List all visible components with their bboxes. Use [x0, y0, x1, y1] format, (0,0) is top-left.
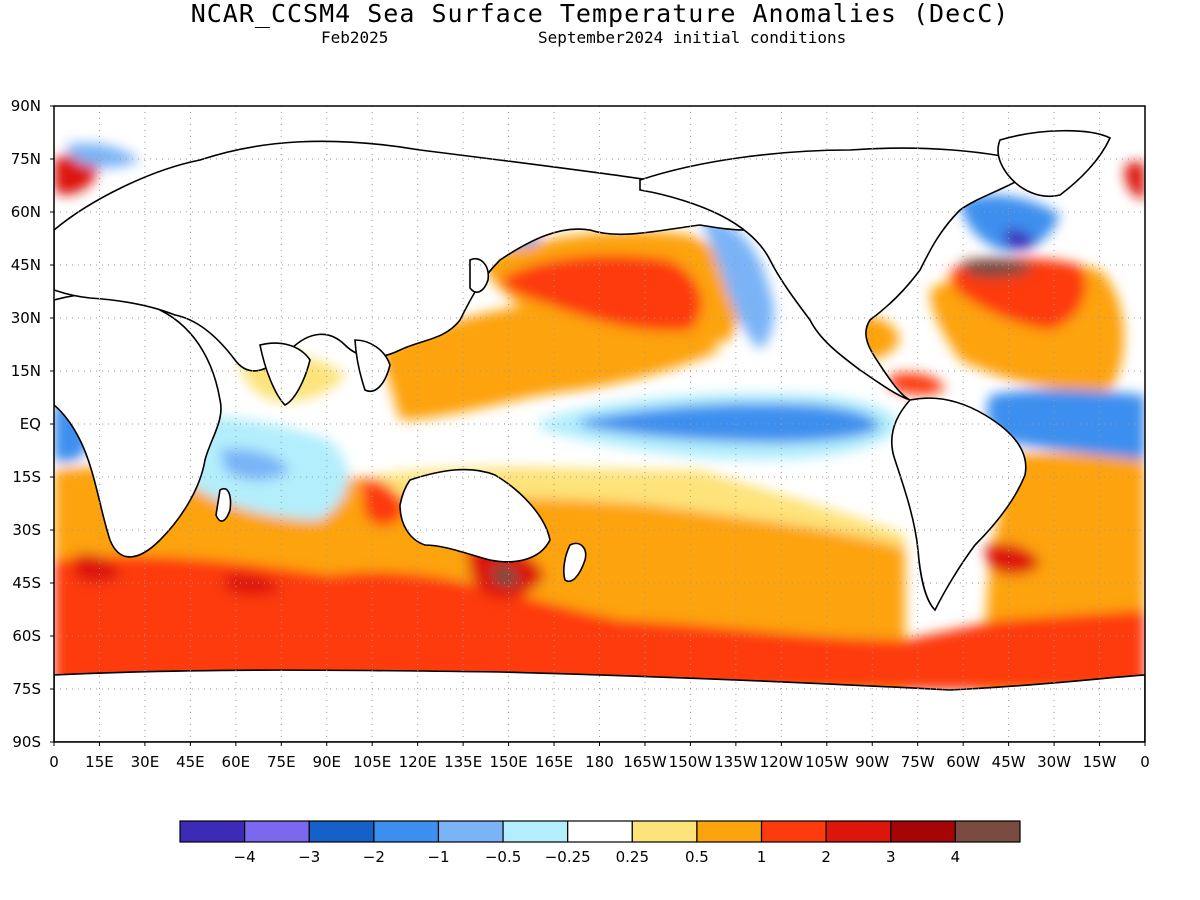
- lat-tick-label: 75S: [12, 680, 41, 698]
- lat-tick-label: 75N: [11, 150, 41, 168]
- colorbar-swatch: [373, 820, 440, 843]
- colorbar-label: 2: [821, 848, 831, 866]
- lon-tick-label: 30W: [1037, 753, 1071, 771]
- lon-tick-label: 150W: [669, 753, 713, 771]
- colorbar-labels: −4 −3 −2 −1 −0.5 −0.25 0.25 0.5 1 2 3 4: [234, 848, 961, 866]
- colorbar-label: −0.25: [545, 848, 591, 866]
- colorbar-swatch: [825, 820, 892, 843]
- colorbar-swatch: [760, 820, 827, 843]
- lon-tick-label: 0: [1140, 753, 1150, 771]
- lon-tick-label: 45E: [176, 753, 205, 771]
- colorbar-label: 1: [757, 848, 767, 866]
- north-america-landmass: [639, 147, 1042, 401]
- madagascar: [215, 488, 232, 522]
- colorbar-swatch: [890, 820, 956, 843]
- lon-tick-label: 180: [585, 753, 614, 771]
- colorbar-label: −3: [298, 848, 320, 866]
- colorbar-label: 0.25: [616, 848, 649, 866]
- colorbar-label: −0.5: [485, 848, 521, 866]
- australia-landmass: [399, 468, 551, 563]
- valid-date: Feb2025: [321, 28, 389, 47]
- colorbar-label: −4: [234, 848, 256, 866]
- lon-tick-label: 15E: [85, 753, 114, 771]
- lat-tick-label: 15S: [12, 468, 41, 486]
- lon-tick-label: 15W: [1083, 753, 1117, 771]
- eurasia-landmass: [54, 140, 782, 372]
- colorbar-label: 3: [886, 848, 896, 866]
- lat-tick-label: 30S: [12, 521, 41, 539]
- lat-tick-label: 30N: [11, 309, 41, 327]
- colorbar-swatch: [179, 820, 246, 843]
- colorbar-swatch: [502, 820, 569, 843]
- india-peninsula: [259, 342, 311, 406]
- lat-tick-label: 90S: [12, 733, 41, 751]
- lat-tick-label: 90N: [11, 97, 41, 115]
- lon-tick-label: 165E: [535, 753, 573, 771]
- south-america-landmass: [890, 397, 1027, 612]
- colorbar-label: 4: [951, 848, 961, 866]
- lat-tick-label: 15N: [11, 362, 41, 380]
- colorbar-swatch: [308, 820, 375, 843]
- lon-tick-label: 75W: [901, 753, 935, 771]
- latitude-axis: 90N 75N 60N 45N 30N 15N EQ 15S 30S 45S 60S 75S 90S: [11, 97, 54, 751]
- colorbar-label: −2: [363, 848, 385, 866]
- new-zealand: [563, 542, 587, 582]
- colorbar-swatch: [954, 820, 1021, 843]
- lon-tick-label: 135E: [444, 753, 482, 771]
- lon-tick-label: 45W: [992, 753, 1026, 771]
- lon-tick-label: 105W: [805, 753, 849, 771]
- longitude-axis: 0 15E 30E 45E 60E 75E 90E 105E 120E 135E 150E 165E 1…: [49, 742, 1150, 771]
- colorbar-swatch: [631, 820, 698, 843]
- lon-tick-label: 120E: [399, 753, 437, 771]
- colorbar-swatch: [567, 820, 633, 843]
- lat-tick-label: 60N: [11, 203, 41, 221]
- japan: [469, 258, 490, 293]
- lat-tick-label: 45N: [11, 256, 41, 274]
- lat-tick-label: 60S: [12, 627, 41, 645]
- lon-tick-label: 60E: [222, 753, 251, 771]
- lon-tick-label: 75E: [267, 753, 296, 771]
- colorbar-swatch: [437, 820, 504, 843]
- lat-lon-grid: [54, 106, 1145, 742]
- colorbar-legend: [179, 820, 1021, 843]
- lat-tick-label: EQ: [20, 415, 41, 433]
- greenland-landmass: [997, 129, 1112, 197]
- lon-tick-label: 90E: [312, 753, 341, 771]
- colorbar-label: −1: [427, 848, 449, 866]
- lon-tick-label: 60W: [946, 753, 980, 771]
- init-conditions: September2024 initial conditions: [538, 28, 847, 47]
- lon-tick-label: 90W: [855, 753, 889, 771]
- chart-title: NCAR_CCSM4 Sea Surface Temperature Anoma…: [190, 0, 1010, 28]
- lon-tick-label: 165W: [623, 753, 667, 771]
- lon-tick-label: 150E: [490, 753, 528, 771]
- lon-tick-label: 120W: [760, 753, 804, 771]
- lat-tick-label: 45S: [12, 574, 41, 592]
- colorbar-swatch: [244, 820, 310, 843]
- colorbar-label: 0.5: [685, 848, 709, 866]
- lon-tick-label: 30E: [131, 753, 160, 771]
- lon-tick-label: 135W: [714, 753, 758, 771]
- colorbar-swatch: [696, 820, 763, 843]
- lon-tick-label: 105E: [353, 753, 391, 771]
- lon-tick-label: 0: [49, 753, 59, 771]
- southeast-asia: [354, 339, 391, 392]
